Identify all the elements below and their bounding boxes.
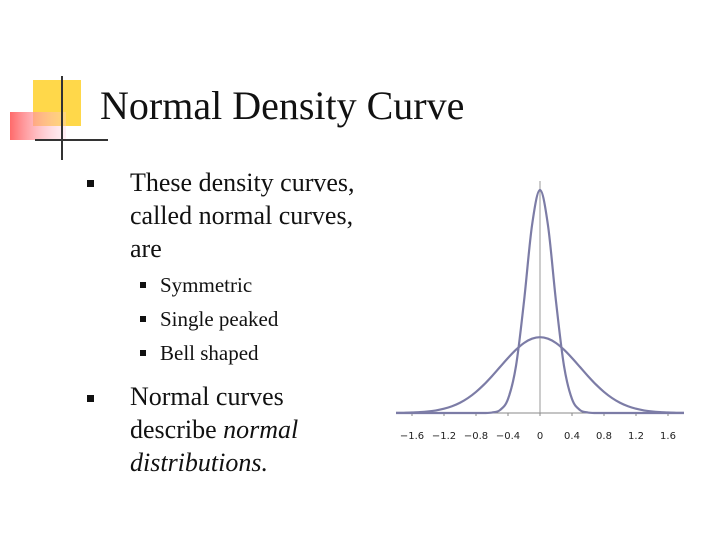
x-tick-label: −1.2	[432, 431, 456, 442]
sub-marker	[140, 282, 146, 288]
line: describe normal	[130, 413, 298, 446]
sub-item: Bell shaped	[160, 341, 259, 365]
sub-item: Symmetric	[160, 273, 253, 297]
x-tick-label: −0.8	[464, 431, 488, 442]
x-tick-label: −1.6	[400, 431, 424, 442]
emphasis: distributions.	[130, 448, 268, 477]
bullet-marker	[87, 395, 94, 402]
curve	[395, 188, 684, 415]
sub-list: Symmetric Single peaked Bell shaped	[160, 268, 278, 370]
line: distributions.	[130, 446, 298, 479]
sub-item: Single peaked	[160, 307, 279, 331]
sub-marker	[140, 316, 146, 322]
bullet-marker	[87, 180, 94, 187]
x-tick-label: 0.8	[596, 431, 612, 442]
bullet-text: Normal curves describe normal distributi…	[130, 380, 298, 479]
bullet-text: These density curves, called normal curv…	[130, 166, 355, 265]
emphasis: normal	[223, 415, 299, 444]
x-tick-label: 0	[537, 431, 543, 442]
sub-marker	[140, 350, 146, 356]
line: These density curves,	[130, 168, 355, 197]
x-tick-label: 1.2	[628, 431, 644, 442]
text: describe	[130, 415, 217, 444]
title: Normal Density Curve	[100, 83, 465, 128]
line: called normal curves,	[130, 201, 354, 230]
line: Normal curves	[130, 382, 284, 411]
x-tick-label: 0.4	[564, 431, 580, 442]
x-tick-label: 1.6	[660, 431, 676, 442]
curve	[395, 336, 685, 415]
deco-bar	[10, 112, 66, 140]
x-tick-label: −0.4	[496, 431, 520, 442]
line: are	[130, 234, 162, 263]
